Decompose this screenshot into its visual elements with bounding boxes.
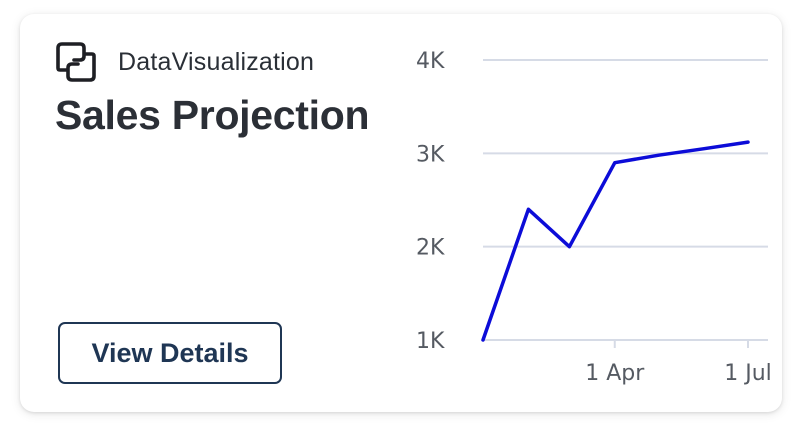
view-details-button[interactable]: View Details	[58, 322, 282, 384]
card-title: Sales Projection	[55, 92, 370, 138]
sales-line-chart: 1K 2K 3K 4K 1 Apr 1 Jul	[416, 49, 772, 386]
x-tick-label: 1 Apr	[585, 361, 645, 386]
chain-link-logo-icon	[56, 42, 96, 82]
brand-name: DataVisualization	[118, 47, 315, 76]
y-tick-label: 2K	[416, 236, 445, 261]
y-tick-label: 4K	[416, 49, 445, 74]
brand: DataVisualization	[56, 42, 314, 82]
y-tick-label: 1K	[416, 329, 445, 354]
sales-projection-card: DataVisualization Sales Projection View …	[20, 14, 782, 412]
x-tick-label: 1 Jul	[724, 361, 772, 386]
sales-series-line	[481, 140, 750, 342]
y-tick-label: 3K	[416, 142, 445, 167]
